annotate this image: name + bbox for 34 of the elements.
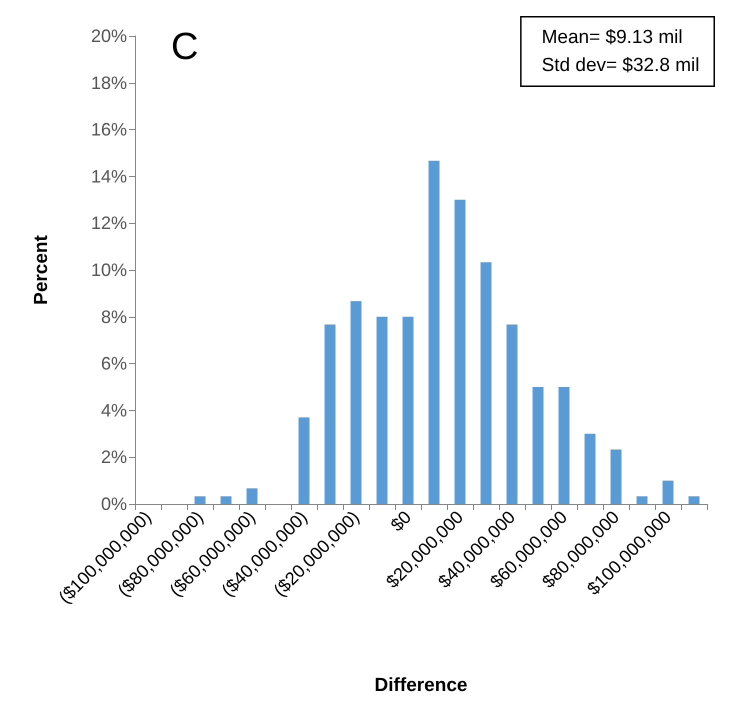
y-tick-label: 18% — [90, 72, 127, 93]
bar — [454, 200, 466, 504]
bar — [220, 496, 232, 504]
x-axis-title: Difference — [374, 675, 468, 696]
y-axis-title: Percent — [31, 234, 52, 305]
y-tick-label: 6% — [100, 354, 127, 374]
bar — [324, 324, 336, 504]
y-tick-label: 20% — [90, 26, 127, 46]
annotation: Mean= $9.13 mil Std dev= $32.8 mil — [542, 27, 700, 76]
bar — [662, 480, 674, 504]
y-tick-label: 2% — [100, 447, 127, 468]
bar — [402, 316, 414, 504]
bar — [610, 449, 622, 504]
bar — [376, 316, 388, 504]
bar — [428, 160, 440, 504]
bar — [194, 496, 206, 504]
bar — [584, 434, 596, 504]
bar — [558, 387, 570, 504]
annotation: C — [171, 26, 198, 68]
bar — [480, 262, 492, 504]
y-tick-label: 14% — [90, 166, 127, 186]
y-tick-label: 0% — [100, 494, 127, 514]
y-tick-label: 4% — [100, 400, 127, 420]
bar — [688, 496, 700, 504]
y-tick-label: 10% — [90, 260, 127, 280]
y-tick-label: 8% — [100, 306, 127, 327]
y-tick-label: 12% — [90, 213, 127, 234]
bar — [532, 387, 544, 504]
y-tick-label: 16% — [90, 120, 127, 140]
bar — [506, 324, 518, 504]
bar — [636, 496, 648, 504]
bar — [298, 417, 310, 504]
bar — [350, 301, 362, 504]
bar — [246, 488, 258, 504]
